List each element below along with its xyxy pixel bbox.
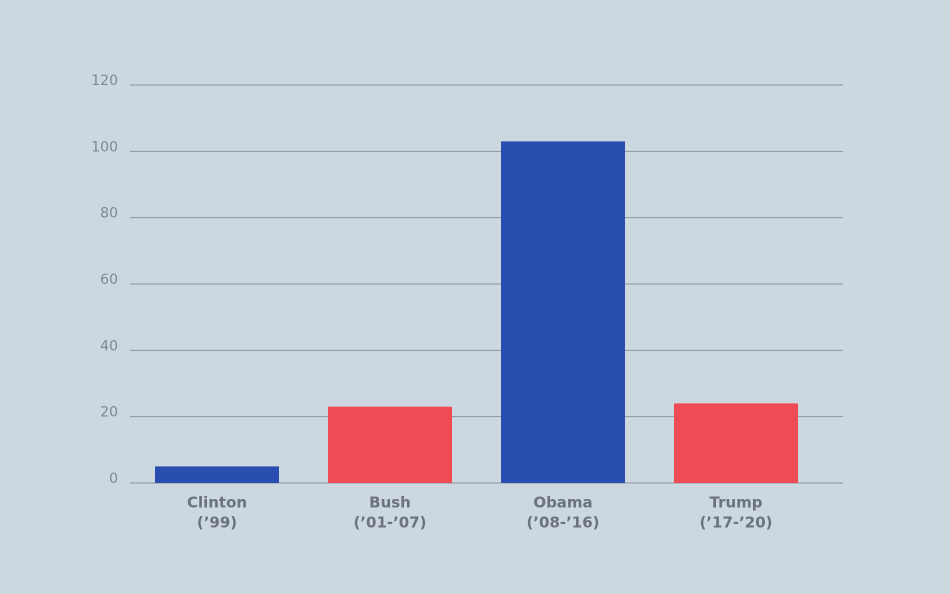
x-tick-label: (’17-’20)	[699, 514, 772, 532]
y-tick-label: 100	[91, 139, 118, 155]
y-tick-label: 120	[91, 73, 118, 89]
bar	[155, 466, 279, 483]
bar	[674, 403, 798, 483]
y-tick-label: 0	[109, 471, 118, 487]
y-tick-label: 60	[100, 272, 118, 288]
y-tick-label: 40	[100, 338, 118, 354]
x-tick-label: Clinton	[187, 494, 247, 512]
bar	[328, 406, 452, 483]
bar	[501, 141, 625, 483]
y-tick-label: 20	[100, 405, 118, 421]
x-tick-label: (’99)	[197, 514, 237, 532]
x-tick-label: (’08-’16)	[526, 514, 599, 532]
x-tick-label: Trump	[709, 494, 762, 512]
x-tick-label: (’01-’07)	[353, 514, 426, 532]
x-tick-label: Obama	[533, 494, 592, 512]
x-tick-label: Bush	[369, 494, 411, 512]
y-tick-label: 80	[100, 206, 118, 222]
